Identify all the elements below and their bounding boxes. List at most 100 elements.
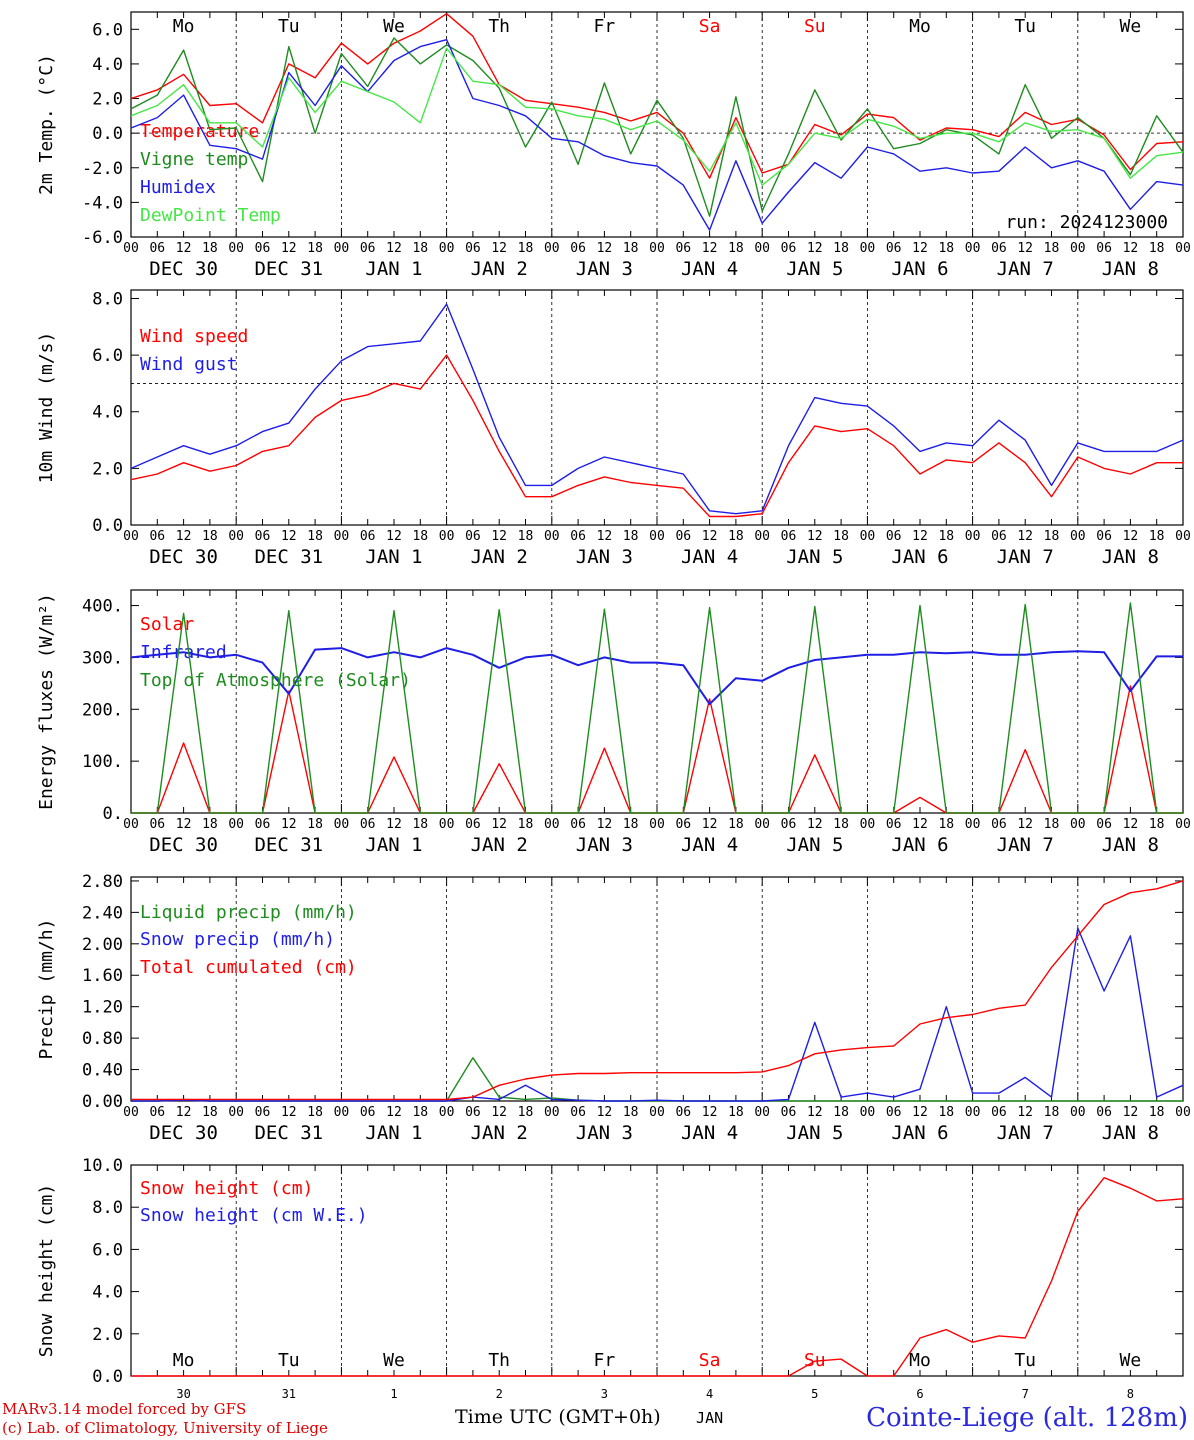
hour-tick-label: 00 [1175,529,1191,544]
hour-tick-label: 06 [360,241,376,256]
legend-entry: Temperature [140,121,259,142]
series-line-total-cumulated-cm- [131,880,1184,1101]
series-line-vigne-temp [130,37,1184,217]
hour-tick-label: 06 [886,817,902,832]
hour-tick-label: 12 [1017,241,1033,256]
hour-tick-label: 18 [412,817,428,832]
hour-tick-label: 00 [544,817,560,832]
date-label: JAN 5 [786,258,843,280]
hour-tick-label: 18 [202,817,218,832]
run-annotation: run: 2024123000 [1005,212,1168,233]
y-tick-label: 200. [82,700,123,720]
hour-tick-label: 06 [360,529,376,544]
hour-tick-label: 00 [228,1105,244,1120]
day-label: Tu [278,16,300,37]
y-tick-label: 0.0 [92,1367,123,1387]
panel-frame [130,11,1184,238]
hour-tick-label: 12 [386,529,402,544]
hour-tick-label: 12 [491,241,507,256]
y-tick-label: -2.0 [82,159,123,179]
hour-tick-label: 00 [1070,529,1086,544]
hour-tick-label: 18 [307,1105,323,1120]
hour-tick-label: 00 [334,529,350,544]
hour-tick-label: 12 [176,1105,192,1120]
hour-tick-label: 12 [702,817,718,832]
y-tick-label: 0.00 [82,1092,123,1112]
hour-tick-label: 00 [228,817,244,832]
date-label: JAN 5 [786,1122,843,1144]
hour-tick-label: 00 [965,241,981,256]
hour-tick-label: 18 [833,529,849,544]
hour-tick-label: 06 [781,241,797,256]
hour-tick-label: 00 [649,817,665,832]
hour-tick-label: 12 [702,529,718,544]
date-label: DEC 30 [149,1122,218,1144]
hour-tick-label: 00 [860,241,876,256]
date-label: JAN 6 [891,258,948,280]
date-label: JAN 6 [891,1122,948,1144]
hour-tick-label: 18 [938,241,954,256]
date-label: JAN 2 [471,258,528,280]
date-label: JAN 5 [786,546,843,568]
hour-tick-label: 12 [1017,529,1033,544]
hour-tick-label: 12 [491,529,507,544]
hour-tick-label: 18 [623,1105,639,1120]
hour-tick-label: 06 [360,1105,376,1120]
hour-tick-label: 06 [781,1105,797,1120]
hour-tick-label: 18 [1149,529,1165,544]
hour-tick-label: 12 [176,817,192,832]
hour-tick-label: 00 [123,529,139,544]
legend-entry: Snow height (cm W.E.) [140,1205,368,1226]
hour-tick-label: 06 [675,241,691,256]
y-axis-label: Energy fluxes (W/m²) [36,593,57,810]
date-label: JAN 3 [576,834,633,856]
hour-tick-label: 06 [675,529,691,544]
date-label: JAN 4 [681,834,738,856]
day-label: Tu [278,1350,300,1371]
date-label: JAN 2 [471,546,528,568]
hour-tick-label: 06 [255,1105,271,1120]
hour-tick-label: 06 [675,1105,691,1120]
series-line-wind-gust [130,303,1184,515]
y-tick-label: 0.40 [82,1061,123,1081]
date-label: JAN 4 [681,546,738,568]
hour-tick-label: 12 [1017,817,1033,832]
hour-tick-label: 06 [149,529,165,544]
hour-tick-label: 06 [570,1105,586,1120]
date-label: DEC 30 [149,258,218,280]
hour-tick-label: 06 [991,817,1007,832]
y-axis-label: Precip (mm/h) [36,919,57,1060]
hour-tick-label: 18 [623,817,639,832]
day-label: Tu [1014,16,1036,37]
hour-tick-label: 12 [807,241,823,256]
hour-tick-label: 06 [465,529,481,544]
y-tick-label: 0. [103,804,123,824]
hour-tick-label: 18 [412,241,428,256]
hour-tick-label: 18 [728,241,744,256]
day-label: Fr [594,16,616,37]
y-tick-label: 6.0 [92,346,123,366]
hour-tick-label: 06 [255,529,271,544]
hour-tick-label: 18 [307,241,323,256]
date-label: JAN 4 [681,258,738,280]
legend-entry: Vigne temp [140,149,248,170]
hour-tick-label: 18 [518,529,534,544]
date-number-label: 2 [496,1387,503,1401]
hour-tick-label: 12 [702,241,718,256]
date-label: JAN 2 [471,1122,528,1144]
hour-tick-label: 00 [334,241,350,256]
y-tick-label: 400. [82,597,123,617]
hour-tick-label: 18 [307,529,323,544]
y-tick-label: 2.80 [82,872,123,892]
hour-tick-label: 06 [465,817,481,832]
hour-tick-label: 18 [202,529,218,544]
date-label: JAN 8 [1102,258,1159,280]
hour-tick-label: 06 [570,241,586,256]
station-name: Cointe-Liege (alt. 128m) [866,1403,1188,1433]
hour-tick-label: 06 [255,817,271,832]
hour-tick-label: 00 [860,1105,876,1120]
hour-tick-label: 18 [412,529,428,544]
date-label: JAN 8 [1102,546,1159,568]
date-label: DEC 31 [254,546,323,568]
hour-tick-label: 18 [728,817,744,832]
